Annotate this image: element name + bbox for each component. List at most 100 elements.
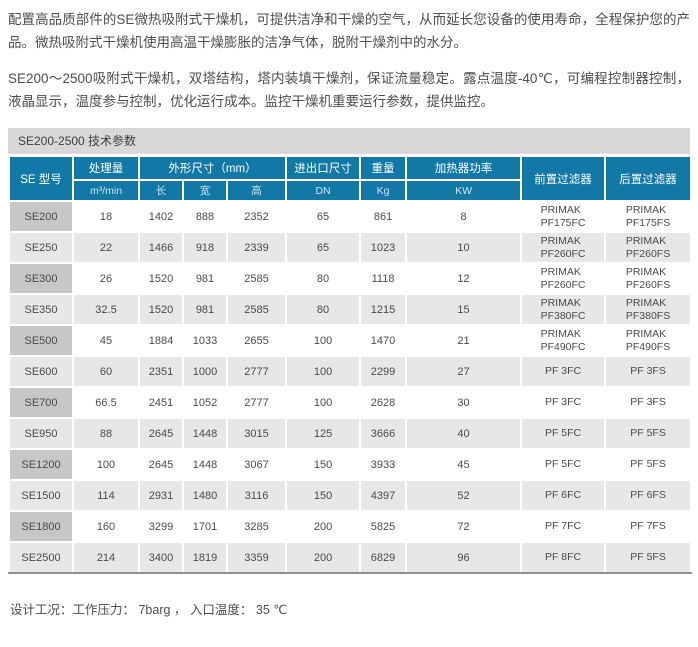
cell-length: 1520 [138, 293, 184, 326]
cell-kw: 45 [405, 448, 523, 481]
cell-capacity: 100 [72, 448, 140, 481]
col-header-kg: Kg [359, 179, 408, 202]
filter-label: PF 5FS [630, 458, 666, 470]
cell-width: 1448 [182, 417, 228, 450]
cell-post-filter: PF 3FS [604, 355, 693, 388]
cell-width: 981 [182, 293, 228, 326]
design-conditions-note: 设计工况：工作压力： 7barg ， 入口温度： 35 ℃ [10, 603, 288, 617]
cell-pre-filter: PRIMAK PF175FC [520, 200, 607, 233]
cell-model: SE2500 [8, 541, 74, 574]
cell-capacity: 160 [72, 510, 140, 543]
cell-width: 1701 [182, 510, 228, 543]
filter-label: PRIMAK PF490FS [625, 327, 671, 353]
cell-length: 2451 [138, 386, 184, 419]
cell-post-filter: PF 5FS [604, 417, 693, 450]
cell-height: 2777 [225, 386, 288, 419]
cell-dn: 150 [285, 479, 362, 512]
cell-dn: 65 [285, 200, 362, 233]
cell-pre-filter: PRIMAK PF260FC [520, 262, 607, 295]
cell-kw: 30 [405, 386, 523, 419]
cell-kw: 27 [405, 355, 523, 388]
filter-label: PRIMAK PF175FC [540, 203, 586, 229]
cell-kg: 1118 [359, 262, 408, 295]
filter-label: PRIMAK PF260FC [540, 234, 586, 260]
filter-label: PRIMAK PF260FS [625, 234, 671, 260]
cell-length: 3400 [138, 541, 184, 574]
cell-height: 3067 [225, 448, 288, 481]
cell-height: 2655 [225, 324, 288, 357]
cell-post-filter: PF 5FS [604, 541, 693, 574]
cell-kg: 3666 [359, 417, 408, 450]
filter-label: PF 5FS [630, 427, 666, 439]
cell-kg: 1215 [359, 293, 408, 326]
cell-height: 2585 [225, 293, 288, 326]
table-row: SE500 45 1884 1033 2655 100 1470 21 PRIMAK PF490… [8, 324, 693, 357]
cell-height: 3359 [225, 541, 288, 574]
cell-dn: 65 [285, 231, 362, 264]
spec-table: SE 型号 处理量 外形尺寸（mm） 进出口尺寸 重量 加热器功率 前置过滤器 … [8, 155, 693, 574]
col-header-kw: KW [405, 179, 523, 202]
cell-post-filter: PF 6FS [604, 479, 693, 512]
cell-model: SE200 [8, 200, 74, 233]
header-row-units: m³/min 长 宽 高 DN Kg KW [9, 179, 691, 202]
cell-model: SE950 [8, 417, 74, 450]
cell-post-filter: PRIMAK PF260FS [604, 262, 693, 295]
filter-label: PRIMAK PF260FC [540, 265, 586, 291]
cell-model: SE300 [8, 262, 74, 295]
cell-kg: 3933 [359, 448, 408, 481]
cell-model: SE1800 [8, 510, 74, 543]
cell-kw: 40 [405, 417, 523, 450]
cell-dn: 200 [285, 541, 362, 574]
table-row: SE2500 214 3400 1819 3359 200 6829 96 PF 8FC PF 5… [8, 541, 693, 574]
cell-kw: 52 [405, 479, 523, 512]
cell-capacity: 66.5 [72, 386, 140, 419]
cell-width: 1819 [182, 541, 228, 574]
cell-model: SE500 [8, 324, 74, 357]
cell-kw: 72 [405, 510, 523, 543]
cell-capacity: 114 [72, 479, 140, 512]
cell-dn: 100 [285, 386, 362, 419]
filter-label: PF 8FC [544, 551, 582, 563]
cell-pre-filter: PF 8FC [520, 541, 607, 574]
cell-length: 2351 [138, 355, 184, 388]
cell-dn: 125 [285, 417, 362, 450]
spec-table-body: SE200 18 1402 888 2352 65 861 8 PRIMAK PF175FC PR… [8, 200, 693, 574]
cell-length: 1884 [138, 324, 184, 357]
table-row: SE200 18 1402 888 2352 65 861 8 PRIMAK PF175FC PR… [8, 200, 693, 233]
filter-label: PF 6FC [544, 489, 582, 501]
filter-label: PRIMAK PF380FC [540, 296, 586, 322]
filter-label: PF 3FS [630, 365, 666, 377]
col-header-heater-power: 加热器功率 [405, 155, 523, 181]
table-row: SE300 26 1520 981 2585 80 1118 12 PRIMAK PF260FC… [8, 262, 693, 295]
cell-capacity: 26 [72, 262, 140, 295]
cell-kg: 5825 [359, 510, 408, 543]
cell-width: 981 [182, 262, 228, 295]
cell-dn: 150 [285, 448, 362, 481]
cell-capacity: 45 [72, 324, 140, 357]
table-row: SE950 88 2645 1448 3015 125 3666 40 PF 5FC PF 5FS [8, 417, 693, 450]
cell-length: 1520 [138, 262, 184, 295]
cell-post-filter: PRIMAK PF380FS [604, 293, 693, 326]
cell-model: SE700 [8, 386, 74, 419]
cell-model: SE250 [8, 231, 74, 264]
cell-model: SE600 [8, 355, 74, 388]
cell-kw: 15 [405, 293, 523, 326]
cell-width: 888 [182, 200, 228, 233]
cell-kw: 96 [405, 541, 523, 574]
table-row: SE700 66.5 2451 1052 2777 100 2628 30 PF 3FC PF 3… [8, 386, 693, 419]
header-row-main: SE 型号 处理量 外形尺寸（mm） 进出口尺寸 重量 加热器功率 前置过滤器 … [8, 155, 693, 202]
cell-width: 1052 [182, 386, 228, 419]
cell-length: 1402 [138, 200, 184, 233]
cell-width: 918 [182, 231, 228, 264]
table-row: SE250 22 1466 918 2339 65 1023 10 PRIMAK PF260FC… [8, 231, 693, 264]
cell-kg: 1470 [359, 324, 408, 357]
col-header-capacity-unit: m³/min [72, 179, 140, 202]
filter-label: PF 7FS [630, 520, 666, 532]
col-header-dn: DN [285, 179, 362, 202]
cell-length: 2645 [138, 448, 184, 481]
cell-model: SE1200 [8, 448, 74, 481]
table-row: SE350 32.5 1520 981 2585 80 1215 15 PRIMAK PF380… [8, 293, 693, 326]
table-row: SE1800 160 3299 1701 3285 200 5825 72 PF 7FC PF 7… [8, 510, 693, 543]
cell-post-filter: PRIMAK PF490FS [604, 324, 693, 357]
intro-paragraph-1: 配置高品质部件的SE微热吸附式干燥机，可提供洁净和干燥的空气，从而延长您设备的使… [8, 12, 690, 50]
